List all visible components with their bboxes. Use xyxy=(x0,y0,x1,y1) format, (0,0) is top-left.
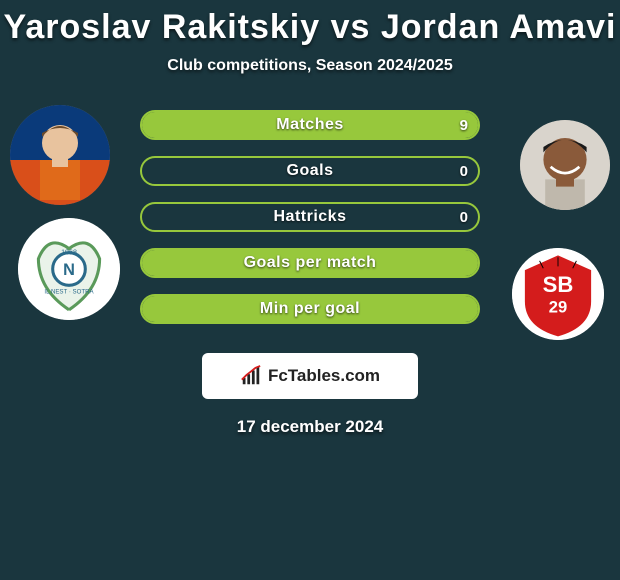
stat-bar-row: Goals0 xyxy=(140,156,480,186)
stat-bar-label: Goals xyxy=(140,156,480,186)
page-title: Yaroslav Rakitskiy vs Jordan Amavi xyxy=(0,0,620,47)
chart-icon xyxy=(240,365,262,387)
stat-bar-value-right: 0 xyxy=(460,202,468,232)
club2-logo-image: SB 29 xyxy=(512,248,604,340)
stat-bar-row: Goals per match xyxy=(140,248,480,278)
player1-avatar-image xyxy=(10,105,110,205)
svg-text:N: N xyxy=(63,261,75,279)
date-text: 17 december 2024 xyxy=(0,417,620,437)
stat-bar-row: Min per goal xyxy=(140,294,480,324)
subtitle: Club competitions, Season 2024/2025 xyxy=(0,57,620,75)
svg-text:SB: SB xyxy=(543,272,574,297)
stat-bar-label: Min per goal xyxy=(140,294,480,324)
club1-logo-image: N 1968 IL NEST · SOTRA xyxy=(18,218,120,320)
brand-badge: FcTables.com xyxy=(202,353,418,399)
svg-text:IL NEST · SOTRA: IL NEST · SOTRA xyxy=(44,288,94,295)
club1-logo: N 1968 IL NEST · SOTRA xyxy=(18,218,120,320)
stat-bar-row: Matches9 xyxy=(140,110,480,140)
stat-bars: Matches9Goals0Hattricks0Goals per matchM… xyxy=(140,110,480,340)
stat-bar-value-right: 9 xyxy=(460,110,468,140)
player2-avatar xyxy=(520,120,610,210)
stat-bar-value-right: 0 xyxy=(460,156,468,186)
comparison-panel: N 1968 IL NEST · SOTRA SB 29 Matches9 Goa… xyxy=(0,105,620,345)
player1-avatar xyxy=(10,105,110,205)
stat-bar-label: Hattricks xyxy=(140,202,480,232)
stat-bar-row: Hattricks0 xyxy=(140,202,480,232)
brand-text: FcTables.com xyxy=(268,366,380,386)
stat-bar-label: Goals per match xyxy=(140,248,480,278)
club2-logo: SB 29 xyxy=(512,248,604,340)
svg-text:29: 29 xyxy=(549,297,567,316)
svg-text:1968: 1968 xyxy=(61,249,77,257)
player2-avatar-image xyxy=(520,120,610,210)
stat-bar-label: Matches xyxy=(140,110,480,140)
